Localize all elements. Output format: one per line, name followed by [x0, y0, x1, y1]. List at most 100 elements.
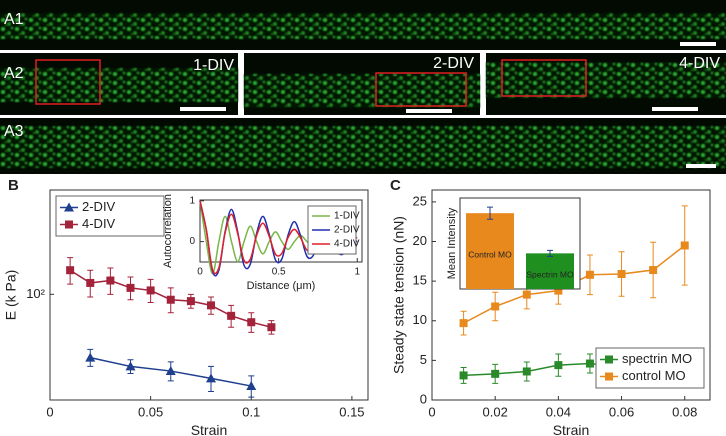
- microscopy-images: A1 A2 1-DIV 2-DIV 4-DIV A3: [0, 0, 726, 174]
- marker: [106, 276, 115, 285]
- legend-box: [595, 347, 705, 389]
- x-tick-label: 0.05: [138, 404, 163, 419]
- marker: [66, 266, 75, 275]
- marker: [522, 367, 531, 376]
- x-tick-label: 0: [197, 267, 203, 278]
- marker: [585, 359, 594, 368]
- y-tick-label: 10²: [26, 286, 45, 301]
- y-tick-label: 0: [420, 391, 427, 406]
- fiber: [244, 74, 480, 108]
- y-tick-label: 15: [413, 273, 427, 288]
- x-axis-label: Distance (μm): [247, 280, 316, 292]
- y-axis-label: Steady state tension (nN): [391, 216, 407, 374]
- bar-label: Control MO: [468, 249, 512, 259]
- y-tick-label: 5: [420, 352, 427, 367]
- marker: [85, 352, 96, 362]
- y-tick-label: 1: [189, 195, 195, 206]
- marker: [126, 283, 135, 292]
- panel-label: B: [8, 177, 19, 194]
- y-tick-label: 10: [413, 312, 427, 327]
- bar: [526, 253, 574, 289]
- marker: [65, 220, 73, 229]
- x-axis-label: Strain: [191, 422, 228, 436]
- error-bar: [547, 249, 553, 257]
- marker: [186, 297, 195, 306]
- x-tick-label: 0: [46, 404, 53, 419]
- x-tick-label: 0.08: [672, 404, 697, 419]
- fiber: [0, 126, 726, 168]
- fiber: [0, 13, 726, 39]
- marker: [554, 361, 563, 370]
- marker: [605, 372, 613, 381]
- scale-bar: [406, 109, 452, 113]
- marker: [165, 366, 176, 376]
- bar: [466, 213, 514, 289]
- roi-box: [501, 59, 587, 97]
- x-tick-label: 0.06: [609, 404, 634, 419]
- x-tick-label: 0.15: [339, 404, 364, 419]
- legend-label: control MO: [622, 368, 686, 383]
- legend-label: 2-DIV: [82, 199, 116, 214]
- x-tick-label: 1: [355, 267, 361, 278]
- marker: [459, 319, 468, 328]
- panel-label: C: [390, 177, 401, 194]
- marker: [605, 355, 613, 364]
- marker: [522, 290, 531, 299]
- marker: [649, 266, 658, 275]
- marker: [554, 286, 563, 295]
- marker: [246, 381, 257, 391]
- marker: [166, 295, 175, 304]
- scale-bar: [652, 107, 698, 111]
- x-tick-label: 0.02: [483, 404, 508, 419]
- y-tick-label: 25: [413, 193, 427, 208]
- marker: [617, 270, 626, 278]
- y-axis-label: E (k Pa): [3, 270, 19, 321]
- y-axis-label: Mean Intensity: [446, 207, 458, 279]
- scale-bar: [680, 42, 716, 46]
- marker: [207, 301, 216, 310]
- legend-box: [55, 195, 165, 237]
- y-axis-label: Autocorrelation: [162, 194, 174, 268]
- x-tick-label: 0.04: [546, 404, 571, 419]
- marker: [64, 202, 74, 212]
- marker: [125, 361, 136, 371]
- marker: [459, 371, 468, 380]
- marker: [491, 369, 500, 378]
- marker: [267, 323, 276, 332]
- image-label: 2-DIV: [433, 55, 474, 72]
- charts: B 0 0.05 0.1 0.15 10² Strain E (k Pa) 2-DIV 4-DIV…: [3, 177, 711, 436]
- y-tick-label: 0: [189, 236, 195, 247]
- legend-label: 1-DIV: [334, 211, 360, 222]
- legend-label: 4-DIV: [82, 216, 116, 231]
- scale-bar: [686, 164, 716, 168]
- fiber: [486, 62, 726, 98]
- marker: [491, 302, 500, 311]
- image-label: 1-DIV: [193, 57, 234, 74]
- marker: [247, 318, 256, 327]
- bar-label: Spectrin MO: [526, 269, 574, 279]
- error-bar: [487, 206, 493, 220]
- x-tick-label: 0.1: [242, 404, 260, 419]
- x-axis-label: Strain: [553, 422, 590, 436]
- image-label: 4-DIV: [679, 55, 720, 72]
- image-label: A2: [4, 65, 24, 82]
- marker: [146, 286, 155, 295]
- legend-label: spectrin MO: [622, 351, 692, 366]
- scale-bar: [180, 107, 226, 111]
- image-label: A1: [4, 11, 24, 28]
- image-label: A3: [4, 123, 24, 140]
- y-tick-label: 20: [413, 233, 427, 248]
- roi-box: [35, 59, 101, 105]
- marker: [86, 278, 95, 287]
- legend-label: 4-DIV: [334, 239, 360, 250]
- marker: [585, 270, 594, 279]
- marker: [227, 311, 236, 320]
- x-tick-label: 0.5: [272, 267, 286, 278]
- roi-box: [375, 72, 467, 107]
- x-tick-label: 0: [428, 404, 435, 419]
- marker: [206, 373, 217, 383]
- legend-label: 2-DIV: [334, 225, 360, 236]
- fiber: [0, 68, 238, 102]
- marker: [680, 241, 689, 250]
